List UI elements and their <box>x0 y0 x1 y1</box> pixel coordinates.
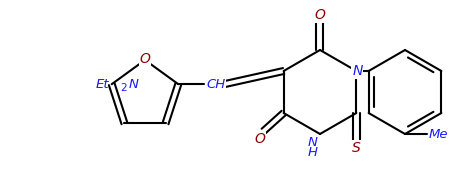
Text: CH: CH <box>206 78 225 91</box>
Text: 2: 2 <box>120 83 127 93</box>
Text: O: O <box>139 52 150 66</box>
Text: Et: Et <box>96 78 109 91</box>
Text: N: N <box>307 136 317 149</box>
Text: N: N <box>129 78 139 91</box>
Text: H: H <box>307 146 317 159</box>
Text: N: N <box>351 64 362 78</box>
Text: O: O <box>314 8 325 22</box>
Text: O: O <box>254 132 265 146</box>
Text: Me: Me <box>428 127 447 140</box>
Text: S: S <box>351 141 360 155</box>
